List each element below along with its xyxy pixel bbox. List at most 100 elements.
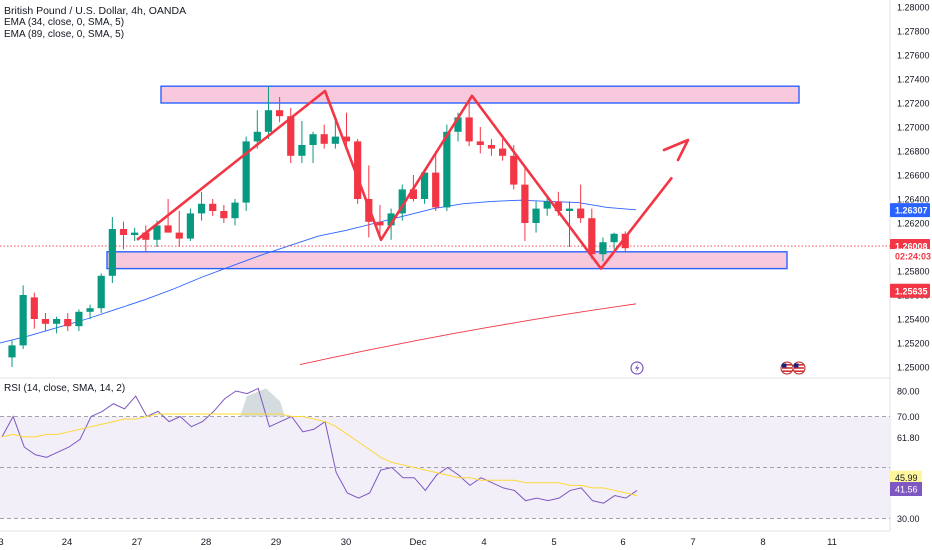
candle-down xyxy=(376,221,384,226)
candle-up xyxy=(331,136,339,144)
us-flag-icon[interactable] xyxy=(792,361,806,375)
candle-down xyxy=(119,229,128,235)
candle-up xyxy=(454,117,462,132)
lightning-icon[interactable] xyxy=(630,361,644,375)
candle-up xyxy=(153,225,161,240)
candle-up xyxy=(186,213,194,239)
time-tick-label: 3 xyxy=(0,537,4,548)
time-tick-label: 29 xyxy=(271,537,282,548)
symbol-title[interactable]: British Pound / U.S. Dollar, 4h, OANDA xyxy=(4,5,187,17)
price-tick-label: 1.26800 xyxy=(897,147,930,157)
candle-down xyxy=(30,297,38,319)
candle-down xyxy=(320,134,328,144)
candle-up xyxy=(387,213,395,226)
rsi-label-text: 45.99 xyxy=(895,473,918,483)
candle-down xyxy=(220,211,228,219)
candle-down xyxy=(499,148,507,156)
time-tick-label: Dec xyxy=(410,537,427,548)
ema34-legend[interactable]: EMA (34, close, 0, SMA, 5) xyxy=(4,17,125,28)
time-tick-label: 6 xyxy=(620,537,625,548)
time-tick-label: 7 xyxy=(690,537,695,548)
price-tick-label: 1.27000 xyxy=(897,123,930,133)
candle-up xyxy=(443,131,451,208)
resistance-zone xyxy=(160,85,800,104)
ema34-line xyxy=(0,199,637,344)
price-label-text: 1.25635 xyxy=(895,286,928,296)
candle-up xyxy=(75,311,83,327)
price-tick-label: 1.27600 xyxy=(897,51,930,61)
candle-up xyxy=(298,145,306,156)
price-tick-label: 1.27200 xyxy=(897,99,930,109)
price-axis[interactable]: 1.28000 1.27800 1.27600 1.27400 1.27200 1.270… xyxy=(890,3,931,373)
candle-up xyxy=(86,308,94,312)
candle-down xyxy=(164,225,172,233)
price-label-box xyxy=(890,283,930,298)
candle-down xyxy=(142,232,150,240)
rsi-label-box xyxy=(890,470,922,485)
price-tick-label: 1.25200 xyxy=(897,339,930,349)
time-tick-label: 28 xyxy=(201,537,212,548)
price-tick-label: 1.25400 xyxy=(897,315,930,325)
rsi-legend[interactable]: RSI (14, close, SMA, 14, 2) xyxy=(4,383,126,394)
candle-up xyxy=(264,110,273,132)
candle-up xyxy=(420,172,429,199)
candle-up xyxy=(8,345,16,358)
price-tick-label: 1.26600 xyxy=(897,171,930,181)
time-tick-label: 11 xyxy=(827,537,837,548)
candle-down xyxy=(354,141,362,199)
candle-up xyxy=(131,232,139,235)
rsi-tick-label: 80.00 xyxy=(897,387,920,397)
time-tick-label: 27 xyxy=(132,537,143,548)
event-icons[interactable] xyxy=(630,361,806,375)
candle-up xyxy=(398,189,406,214)
candle-down xyxy=(465,117,473,142)
candle-up xyxy=(599,242,607,255)
time-tick-label: 4 xyxy=(481,537,486,548)
price-tick-label: 1.26200 xyxy=(897,219,930,229)
candle-up xyxy=(543,201,551,209)
price-tick-label: 1.26400 xyxy=(897,195,930,205)
candle-down xyxy=(276,110,284,117)
price-label-text: 02:24:03 xyxy=(895,252,931,262)
time-tick-label: 24 xyxy=(62,537,73,548)
price-label-box xyxy=(890,249,930,263)
us-flag-icon[interactable] xyxy=(780,361,794,375)
candle-down xyxy=(476,141,484,145)
candle-up xyxy=(253,131,261,142)
price-tick-label: 1.25000 xyxy=(897,363,930,373)
candle-down xyxy=(588,218,596,255)
rsi-tick-label: 30.00 xyxy=(897,514,920,524)
time-axis[interactable]: 3 24 27 28 29 30 Dec 4 5 6 7 8 11 xyxy=(0,537,837,548)
price-label-text: 1.26307 xyxy=(895,206,928,216)
candle-up xyxy=(309,134,317,145)
candle-down xyxy=(554,201,562,211)
rsi-label-box xyxy=(890,482,922,497)
price-label-text: 1.26008 xyxy=(895,242,928,252)
candle-down xyxy=(175,232,183,239)
rsi-pane[interactable] xyxy=(0,387,890,519)
price-pane[interactable] xyxy=(0,0,891,532)
rsi-ma-line xyxy=(1,413,638,497)
candle-down xyxy=(521,184,529,223)
candle-down xyxy=(577,208,585,219)
candle-down xyxy=(287,116,295,156)
price-tick-label: 1.27800 xyxy=(897,27,930,37)
time-tick-label: 30 xyxy=(341,537,352,548)
price-tick-label: 1.28000 xyxy=(897,3,930,13)
candle-down xyxy=(41,319,50,324)
support-zone xyxy=(106,251,788,270)
candle-up xyxy=(197,203,206,214)
candle-up xyxy=(97,275,105,309)
rsi-label-text: 41.56 xyxy=(895,485,918,495)
candle-down xyxy=(487,145,496,149)
candle-down xyxy=(621,233,629,249)
ema89-line xyxy=(299,303,637,366)
candle-up xyxy=(231,202,239,219)
ema89-legend[interactable]: EMA (89, close, 0, SMA, 5) xyxy=(4,29,125,40)
candle-up xyxy=(108,229,116,276)
candle-down xyxy=(209,203,217,211)
price-tick-label: 1.27400 xyxy=(897,75,930,85)
candle-up xyxy=(610,233,618,243)
